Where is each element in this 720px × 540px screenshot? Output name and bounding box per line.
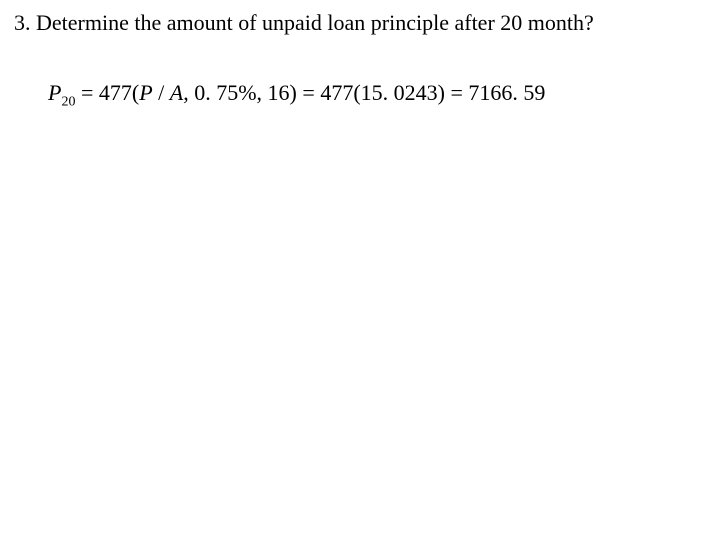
factor-p: P	[139, 80, 152, 105]
multiplication: 477(15. 0243)	[320, 80, 445, 105]
result-value: 7166. 59	[468, 80, 545, 105]
eq-sign-3: =	[445, 80, 468, 105]
slash: /	[153, 80, 170, 105]
var-p: P	[48, 80, 61, 105]
question-text: 3. Determine the amount of unpaid loan p…	[14, 10, 594, 36]
rate-n: , 0. 75%, 16)	[183, 80, 297, 105]
factor-a: A	[170, 80, 183, 105]
eq-sign-1: =	[75, 80, 98, 105]
equation-line: P20 = 477(P / A, 0. 75%, 16) = 477(15. 0…	[48, 80, 545, 110]
eq-sign-2: =	[297, 80, 320, 105]
payment-coeff: 477(	[99, 80, 139, 105]
subscript-20: 20	[61, 94, 75, 109]
